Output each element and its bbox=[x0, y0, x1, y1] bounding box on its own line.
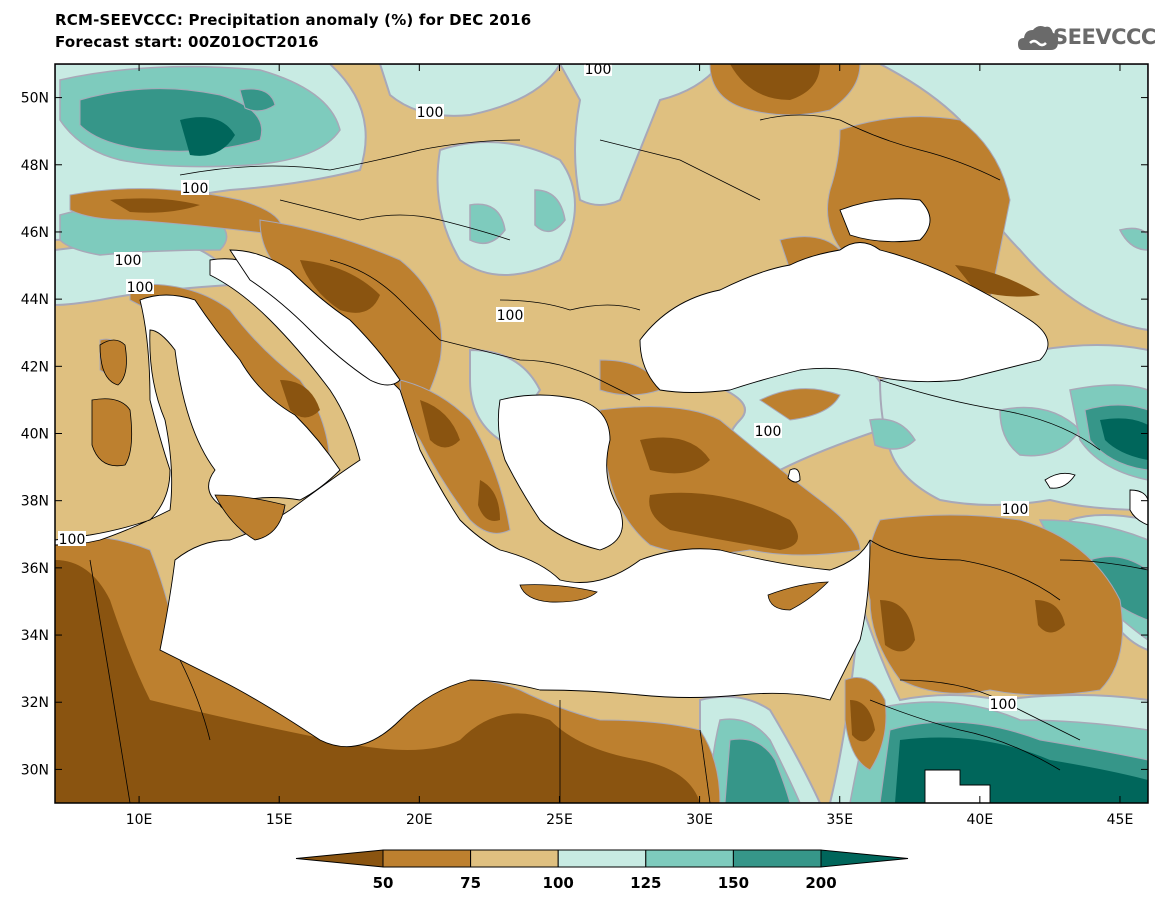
colorbar-swatch bbox=[382, 849, 472, 868]
lon-tick-label: 45E bbox=[1107, 812, 1134, 828]
contour-label: 100 bbox=[182, 181, 209, 197]
lat-tick-label: 38N bbox=[21, 494, 49, 510]
logo-text: SEEVCCC bbox=[1053, 25, 1156, 49]
lat-tick-label: 44N bbox=[21, 292, 49, 308]
colorbar-swatch bbox=[820, 849, 909, 868]
contour-label: 100 bbox=[1002, 502, 1029, 518]
lat-tick-label: 30N bbox=[21, 762, 49, 778]
islands bbox=[91, 339, 830, 611]
contour-labels: 100 100 100 100 100 100 100 100 100 100 bbox=[58, 62, 1029, 713]
forecast-start-label: Forecast start: 00Z01OCT2016 bbox=[55, 33, 319, 51]
contour-label: 100 bbox=[585, 62, 612, 78]
lat-tick-label: 32N bbox=[21, 695, 49, 711]
cloud-logo-icon bbox=[1018, 26, 1059, 50]
latitude-axis: 30N 32N 34N 36N 38N 40N 42N 44N 46N 48N 50N bbox=[21, 91, 1148, 778]
colorbar-swatch bbox=[557, 849, 647, 868]
contour-label: 100 bbox=[417, 105, 444, 121]
colorbar-swatch bbox=[470, 849, 559, 868]
colorbar-level-label: 50 bbox=[372, 874, 394, 892]
colorbar bbox=[295, 849, 909, 868]
contour-label: 100 bbox=[755, 424, 782, 440]
country-borders bbox=[89, 114, 1148, 803]
contour-label: 100 bbox=[990, 697, 1017, 713]
lon-tick-label: 30E bbox=[686, 812, 713, 828]
contour-label: 100 bbox=[115, 253, 142, 269]
lon-tick-label: 10E bbox=[126, 812, 153, 828]
anomaly-below-50-regions bbox=[55, 64, 1065, 803]
colorbar-level-label: 100 bbox=[542, 874, 574, 892]
colorbar-level-label: 150 bbox=[717, 874, 750, 892]
lon-tick-label: 25E bbox=[546, 812, 573, 828]
contour-label: 100 bbox=[127, 280, 154, 296]
colorbar-swatch bbox=[645, 849, 734, 868]
colorbar-level-label: 200 bbox=[805, 874, 837, 892]
map-title: RCM-SEEVCCC: Precipitation anomaly (%) f… bbox=[55, 11, 532, 29]
lon-tick-label: 20E bbox=[406, 812, 433, 828]
lon-tick-label: 15E bbox=[266, 812, 293, 828]
longitude-axis: 10E 15E 20E 25E 30E 35E 40E 45E bbox=[126, 64, 1134, 828]
sea-areas bbox=[55, 198, 1148, 803]
colorbar-swatch bbox=[732, 849, 822, 868]
colorbar-swatch bbox=[295, 849, 384, 868]
lat-tick-label: 50N bbox=[21, 91, 49, 107]
contour-label: 100 bbox=[59, 532, 86, 548]
lat-tick-label: 48N bbox=[21, 158, 49, 174]
lat-tick-label: 42N bbox=[21, 359, 49, 375]
lat-tick-label: 36N bbox=[21, 561, 49, 577]
lat-tick-label: 40N bbox=[21, 427, 49, 443]
colorbar-level-label: 75 bbox=[460, 874, 482, 892]
lon-tick-label: 35E bbox=[826, 812, 853, 828]
contour-label: 100 bbox=[497, 308, 524, 324]
lon-tick-label: 40E bbox=[967, 812, 994, 828]
lat-tick-label: 34N bbox=[21, 628, 49, 644]
colorbar-level-label: 125 bbox=[630, 874, 662, 892]
lat-tick-label: 46N bbox=[21, 225, 49, 241]
